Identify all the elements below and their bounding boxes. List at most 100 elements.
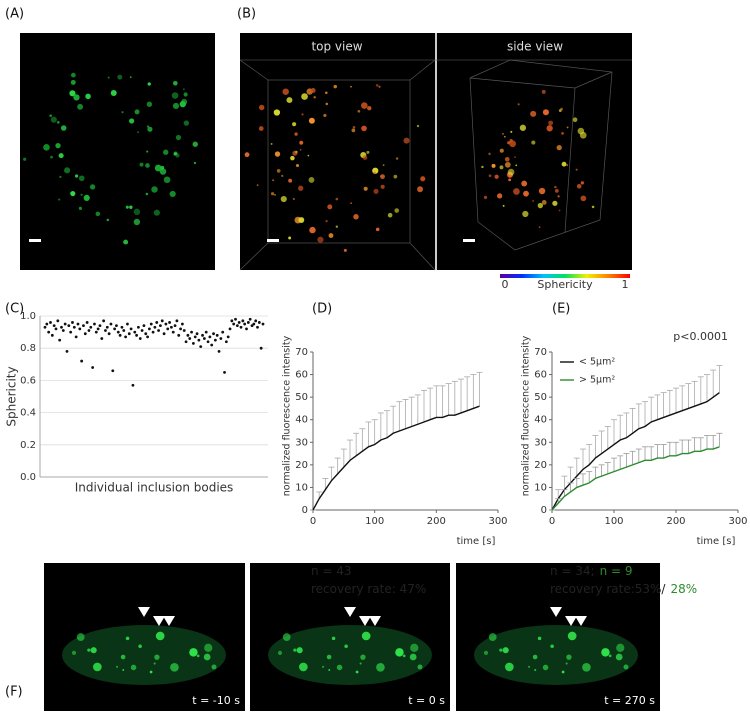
y-tick-label: 0.6 bbox=[20, 375, 36, 386]
blob bbox=[299, 140, 304, 145]
blob bbox=[173, 80, 178, 86]
y-tick-label: 60 bbox=[534, 370, 547, 381]
point bbox=[137, 325, 140, 329]
point bbox=[61, 329, 65, 332]
blob bbox=[517, 103, 520, 106]
blob bbox=[542, 109, 549, 116]
blob bbox=[308, 117, 315, 124]
blob bbox=[301, 113, 304, 116]
blob bbox=[567, 631, 577, 641]
blob bbox=[375, 227, 380, 232]
blob bbox=[172, 102, 180, 109]
point bbox=[221, 330, 225, 334]
image-b-top bbox=[240, 33, 435, 270]
colorbar-tick: 0 bbox=[502, 278, 509, 291]
blob bbox=[541, 89, 546, 94]
blob bbox=[69, 90, 76, 97]
blob bbox=[299, 662, 308, 672]
point bbox=[259, 346, 263, 350]
y-tick-label: 50 bbox=[295, 392, 308, 403]
blob bbox=[608, 654, 612, 658]
blob bbox=[57, 121, 60, 124]
blob bbox=[80, 193, 83, 196]
blob bbox=[70, 72, 76, 78]
blob bbox=[507, 168, 515, 176]
blob bbox=[393, 174, 398, 179]
blob bbox=[417, 186, 424, 193]
blob bbox=[550, 644, 554, 649]
annotation: recovery rate:53%/ 28% bbox=[550, 582, 697, 596]
blob bbox=[483, 195, 488, 200]
x-tick-label: 0 bbox=[549, 516, 555, 527]
panel-label: (F) bbox=[5, 685, 23, 700]
blob bbox=[107, 76, 110, 79]
y-axis-label: Sphericity bbox=[5, 366, 19, 426]
colorbar-label: Sphericity bbox=[537, 278, 593, 291]
point bbox=[52, 324, 56, 328]
blob bbox=[169, 190, 176, 198]
blob bbox=[155, 631, 165, 641]
blob bbox=[272, 179, 275, 182]
point bbox=[224, 340, 228, 344]
blob bbox=[90, 647, 97, 654]
blob bbox=[309, 226, 316, 234]
timestamp: t = -10 s bbox=[192, 694, 240, 707]
blob bbox=[523, 190, 529, 197]
point bbox=[71, 321, 74, 324]
blob bbox=[483, 650, 489, 655]
blob bbox=[133, 208, 141, 216]
point bbox=[122, 329, 126, 332]
point bbox=[105, 325, 109, 329]
blob bbox=[352, 126, 356, 129]
blob bbox=[537, 636, 542, 641]
image-b-side bbox=[437, 33, 632, 270]
point bbox=[235, 324, 239, 328]
y-tick-label: 40 bbox=[534, 415, 547, 426]
blob bbox=[380, 174, 385, 180]
blob bbox=[170, 662, 179, 672]
legend-label: < 5µm² bbox=[579, 357, 615, 368]
blob bbox=[43, 143, 50, 151]
point bbox=[124, 335, 128, 339]
blob bbox=[73, 94, 80, 101]
blob bbox=[572, 117, 578, 123]
y-tick-label: 60 bbox=[295, 370, 308, 381]
y-tick-label: 0 bbox=[302, 505, 308, 516]
blob bbox=[129, 76, 132, 78]
point bbox=[219, 337, 223, 340]
blob bbox=[561, 132, 564, 135]
blob bbox=[85, 93, 91, 100]
blob bbox=[565, 662, 568, 665]
blob bbox=[298, 185, 304, 191]
arrowhead bbox=[138, 607, 150, 617]
annotation-part: n = 9 bbox=[600, 564, 633, 578]
blob bbox=[83, 194, 90, 201]
point bbox=[127, 332, 131, 336]
blob bbox=[159, 168, 167, 175]
point bbox=[190, 330, 193, 334]
blob bbox=[488, 174, 492, 178]
point bbox=[129, 327, 133, 331]
blob bbox=[70, 79, 76, 85]
point bbox=[239, 325, 243, 329]
point bbox=[82, 324, 85, 328]
blob bbox=[502, 204, 505, 207]
blob bbox=[204, 643, 213, 652]
blob bbox=[499, 648, 503, 652]
blob bbox=[403, 137, 410, 144]
point bbox=[223, 370, 226, 374]
blob bbox=[580, 181, 584, 185]
blob bbox=[402, 654, 406, 658]
blob bbox=[514, 156, 516, 158]
point bbox=[107, 332, 111, 336]
point bbox=[199, 345, 203, 348]
blob bbox=[375, 83, 379, 87]
colorbar-tick: 1 bbox=[622, 278, 629, 291]
panel-label: (A) bbox=[5, 7, 24, 22]
blob bbox=[290, 155, 295, 161]
blob bbox=[502, 132, 504, 135]
point bbox=[91, 366, 95, 369]
point bbox=[228, 327, 232, 331]
panel-label: (C) bbox=[5, 302, 24, 317]
